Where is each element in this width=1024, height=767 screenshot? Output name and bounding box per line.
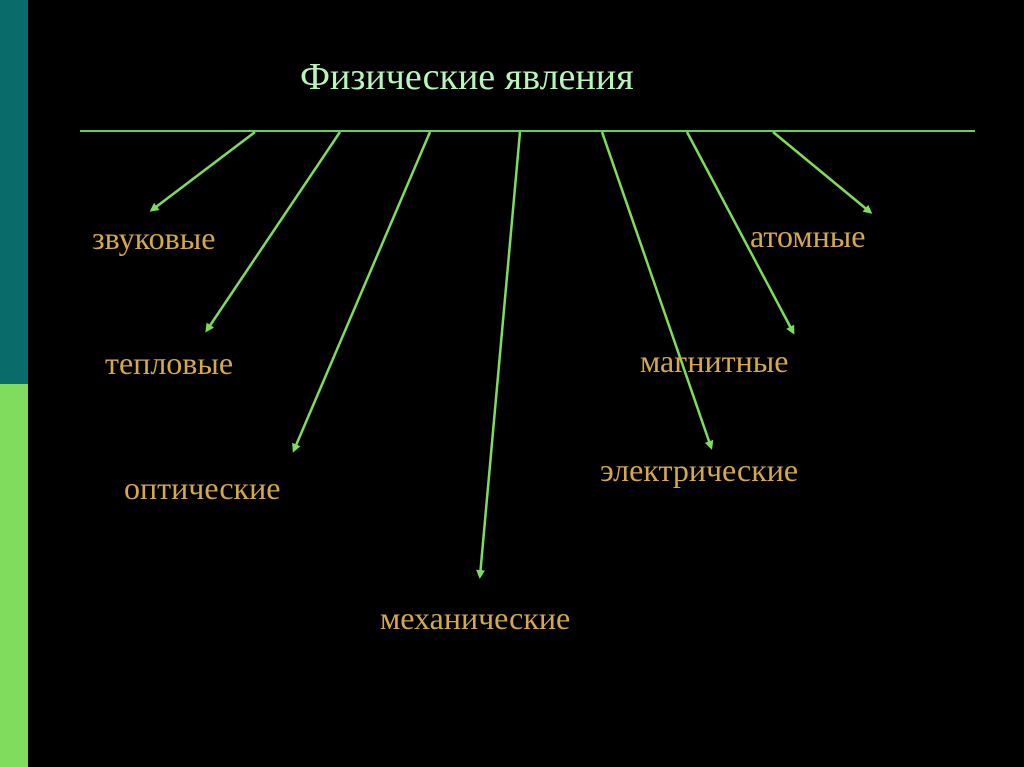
arrow-3 [480,132,520,576]
sidebar-bottom [0,384,28,767]
diagram-title: Физические явления [300,55,634,99]
category-magnetic: магнитные [640,343,788,380]
arrows-layer [0,0,1024,767]
arrow-2 [294,132,430,450]
arrow-6 [773,132,870,212]
category-sound: звуковые [92,220,215,257]
divider-line [80,130,975,132]
category-atomic: атомные [750,218,865,255]
category-thermal: тепловые [105,345,233,382]
category-optical: оптические [124,470,280,507]
sidebar-accent [0,0,28,767]
arrow-4 [602,132,711,447]
sidebar-top [0,0,28,384]
arrow-0 [152,132,255,210]
arrow-1 [207,132,340,330]
category-mechanical: механические [380,600,570,637]
category-electrical: электрические [600,452,798,489]
